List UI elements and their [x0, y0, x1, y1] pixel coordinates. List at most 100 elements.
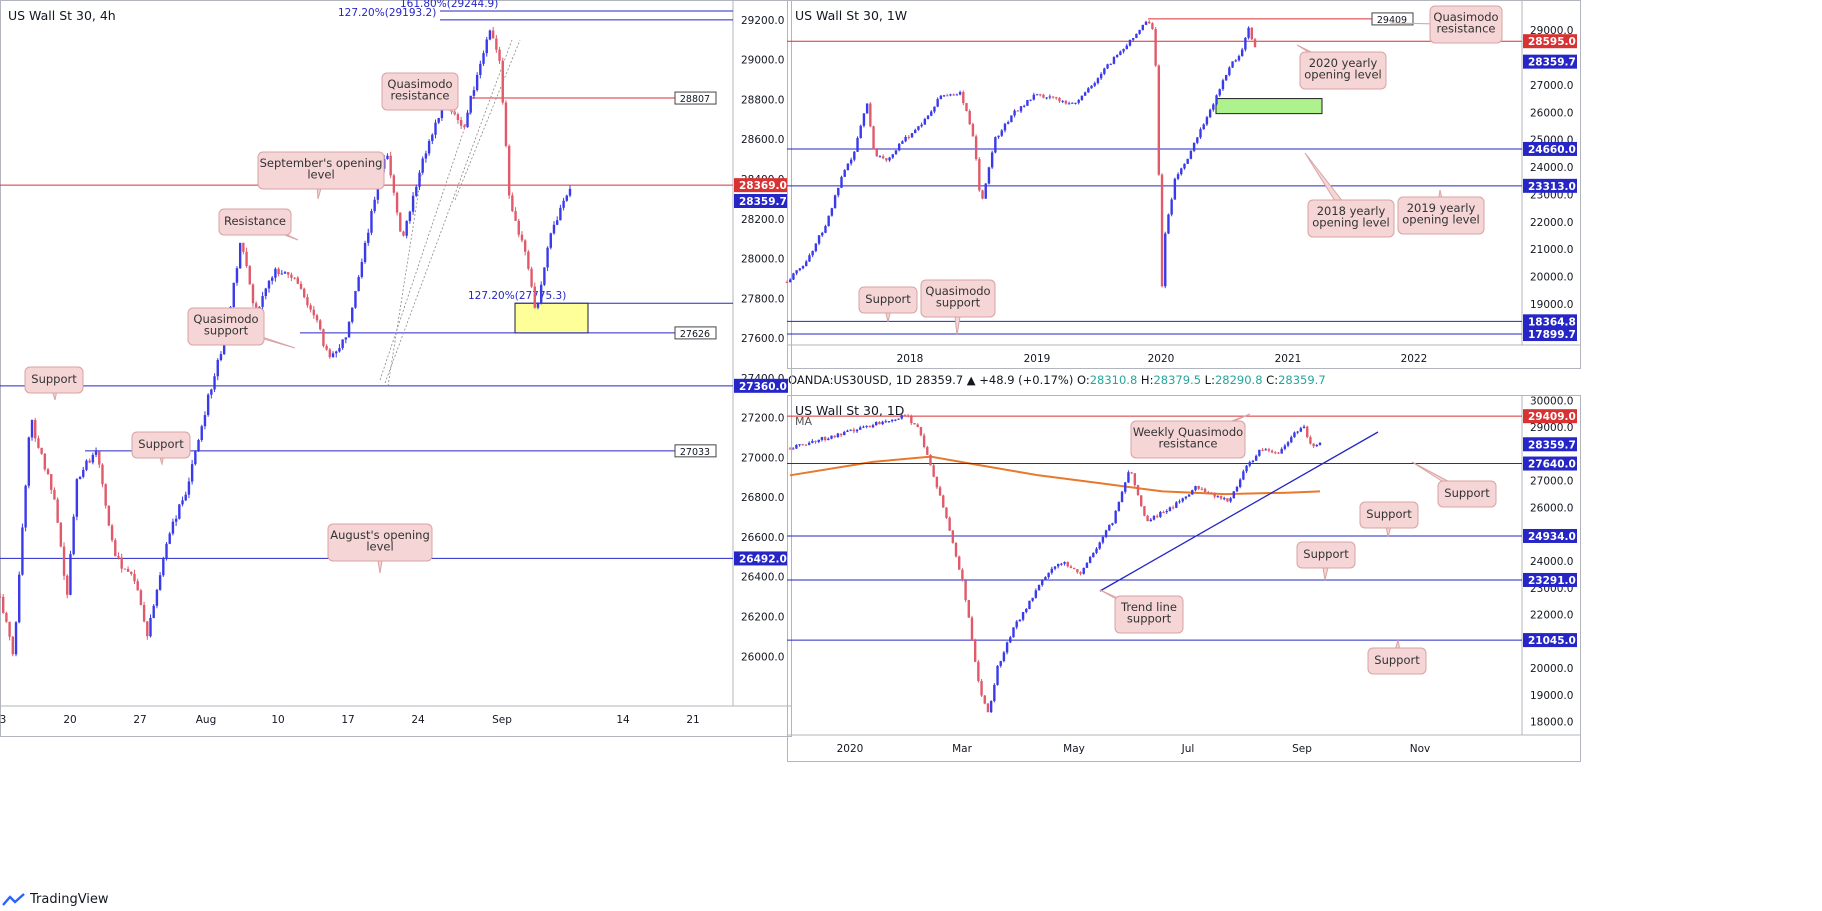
- candle-body: [341, 339, 344, 349]
- candle-body: [1096, 78, 1100, 84]
- candle-body: [1183, 163, 1186, 169]
- candle-body: [1229, 498, 1232, 502]
- candle-body: [932, 465, 935, 477]
- candle-body: [1152, 516, 1156, 520]
- price-tag-bg: [734, 551, 788, 566]
- callout-text: resistance: [391, 89, 450, 103]
- candle-body: [958, 92, 962, 95]
- candle-body: [431, 134, 434, 142]
- callout-text: resistance: [1437, 22, 1496, 36]
- candle-body: [1231, 61, 1234, 68]
- candle-body: [1221, 80, 1225, 90]
- chart-h4: US Wall St 30, 4h 29200.0 29000.0 28800.0 28…: [0, 0, 792, 737]
- candle-body: [865, 425, 868, 427]
- candle-body: [1050, 568, 1054, 573]
- moving-average-line: [789, 455, 1321, 496]
- candle-body: [871, 425, 875, 428]
- candle-body: [562, 200, 565, 208]
- callout: Support: [1367, 639, 1427, 675]
- candle-body: [970, 617, 974, 641]
- y-tick-label: 27600.0: [741, 333, 784, 345]
- candle-body: [1037, 584, 1041, 591]
- candle-body: [242, 242, 245, 252]
- candle-body: [913, 423, 916, 425]
- candle-body: [1131, 37, 1135, 40]
- candle-body: [1264, 449, 1267, 451]
- candle-body: [846, 163, 850, 171]
- price-tag-bg: [1523, 409, 1577, 424]
- candle-body: [1047, 572, 1050, 578]
- fib-label: 127.20%(27775.3): [468, 290, 566, 302]
- candle-body: [418, 172, 421, 187]
- candle-body: [890, 419, 894, 422]
- candle-body: [328, 349, 332, 358]
- candle-body: [178, 504, 181, 519]
- info-bar-part: 28290.8: [1215, 373, 1263, 387]
- candle-body: [785, 282, 789, 284]
- price-tag-label: 29409.0: [1528, 411, 1576, 423]
- candle-body: [1009, 637, 1012, 643]
- candle-body: [1277, 452, 1280, 454]
- candle-body: [181, 500, 184, 505]
- candle-body: [801, 444, 804, 446]
- candle-body: [264, 288, 267, 297]
- price-tag-label: 24934.0: [1528, 531, 1576, 543]
- candle-body: [555, 220, 559, 225]
- candle-body: [984, 183, 987, 199]
- candle-body: [1035, 94, 1039, 96]
- price-zone: [1215, 98, 1323, 115]
- callout-box: [1307, 199, 1395, 238]
- candle-body: [846, 430, 849, 432]
- candle-body: [808, 255, 811, 262]
- candle-body: [1088, 557, 1092, 563]
- panel-frame: [0, 0, 792, 737]
- candle-body: [878, 421, 881, 425]
- candle-body: [1051, 96, 1055, 98]
- candle-body: [965, 103, 968, 112]
- candle-body: [923, 119, 927, 125]
- candle-body: [1154, 29, 1157, 66]
- price-tag-bg: [1523, 456, 1577, 471]
- candle-body: [392, 175, 396, 193]
- chart-title: US Wall St 30, 4h: [8, 8, 116, 23]
- candle-body: [194, 451, 197, 465]
- candle-body: [347, 321, 351, 338]
- candle-body: [1072, 568, 1076, 570]
- candle-body: [1082, 567, 1085, 574]
- candle-body: [954, 542, 958, 557]
- candle-body: [1293, 432, 1296, 438]
- candle-body: [811, 251, 814, 256]
- candle-body: [370, 211, 373, 233]
- candle-body: [1058, 97, 1061, 102]
- candle-body: [1034, 590, 1038, 598]
- candle-body: [1026, 99, 1029, 106]
- candle-body: [440, 108, 444, 119]
- candle-body: [405, 220, 408, 236]
- candle-body: [1245, 465, 1248, 472]
- candle-body: [309, 305, 312, 310]
- candle-body: [488, 30, 492, 40]
- candle-body: [1064, 100, 1068, 104]
- candle-body: [1157, 65, 1161, 175]
- price-tag-label: 26492.0: [739, 553, 787, 565]
- candle-body: [1080, 95, 1084, 100]
- x-tick-label: 24: [411, 714, 425, 726]
- candle-body: [165, 543, 168, 559]
- candle-body: [5, 612, 8, 622]
- y-tick-label: 29000.0: [741, 55, 784, 67]
- candle-body: [187, 481, 191, 495]
- candle-body: [862, 113, 866, 126]
- candle-body: [1165, 510, 1168, 513]
- y-tick-label: 19000.0: [1530, 299, 1573, 311]
- candle-body: [373, 199, 376, 212]
- candle-body: [533, 286, 536, 308]
- last-price-tag: 28359.7: [1528, 439, 1576, 451]
- candle-body: [1044, 577, 1047, 580]
- candle-body: [171, 521, 175, 534]
- candle-body: [798, 268, 802, 271]
- candle-body: [1006, 122, 1010, 124]
- candle-body: [248, 266, 251, 285]
- candle-body: [1063, 562, 1066, 564]
- candle-body: [1120, 491, 1124, 503]
- candle-body: [1302, 426, 1306, 429]
